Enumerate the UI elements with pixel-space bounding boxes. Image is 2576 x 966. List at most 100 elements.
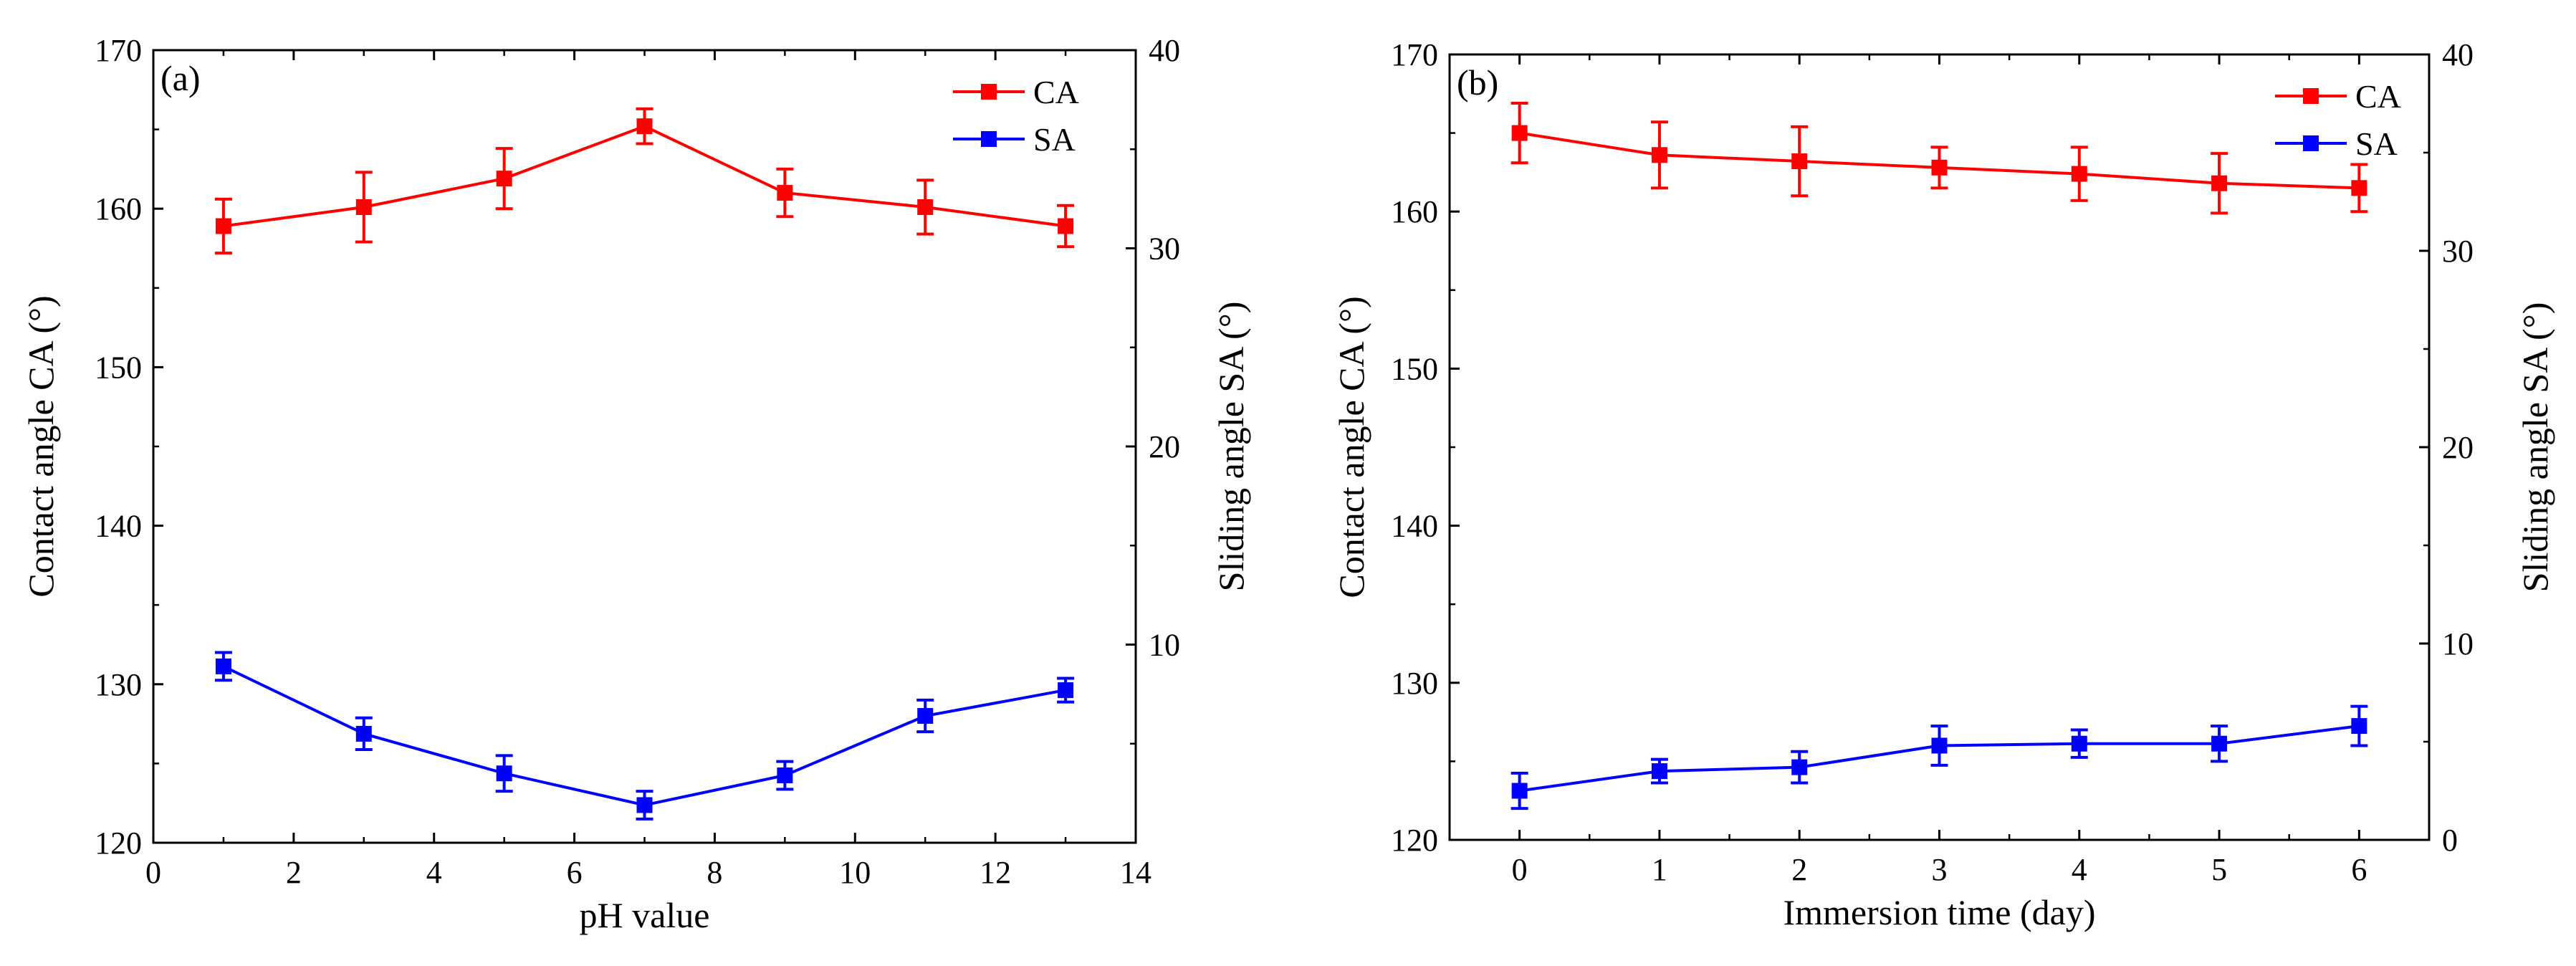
data-marker bbox=[1511, 783, 1528, 799]
data-point-sa bbox=[214, 651, 232, 682]
data-marker bbox=[1931, 159, 1948, 176]
data-point-sa bbox=[1650, 757, 1668, 785]
data-marker bbox=[1791, 153, 1808, 170]
data-marker bbox=[1058, 218, 1074, 234]
panel-label: (a) bbox=[161, 58, 201, 98]
y-right-tick-label: 30 bbox=[1149, 231, 1180, 267]
x-tick-label: 6 bbox=[567, 855, 583, 890]
y-left-tick-label: 150 bbox=[95, 350, 142, 385]
series-line-sa bbox=[223, 665, 1066, 807]
data-marker bbox=[496, 765, 512, 782]
data-point-sa bbox=[1057, 676, 1075, 704]
data-point-sa bbox=[1930, 724, 1948, 767]
y-right-tick-label: 20 bbox=[1149, 429, 1180, 464]
x-tick-label: 0 bbox=[145, 855, 161, 890]
data-point-ca bbox=[2211, 152, 2228, 215]
data-marker bbox=[917, 708, 934, 724]
data-point-ca bbox=[1650, 120, 1668, 190]
y-left-tick-label: 170 bbox=[95, 33, 142, 68]
legend-label-sa: SA bbox=[1033, 121, 1076, 158]
y-left-tick-label: 160 bbox=[95, 191, 142, 226]
x-tick-label: 6 bbox=[2351, 852, 2367, 887]
data-point-sa bbox=[916, 698, 934, 734]
data-marker bbox=[1651, 147, 1667, 163]
data-point-ca bbox=[214, 197, 232, 255]
data-marker bbox=[1058, 682, 1074, 699]
data-marker bbox=[355, 725, 372, 742]
legend-label-sa: SA bbox=[2355, 125, 2398, 162]
data-point-ca bbox=[636, 107, 653, 145]
data-point-sa bbox=[776, 760, 794, 791]
y-right-tick-label: 20 bbox=[2442, 430, 2474, 465]
x-tick-label: 2 bbox=[286, 855, 302, 890]
data-marker bbox=[2211, 175, 2228, 191]
data-marker bbox=[2071, 735, 2087, 752]
data-marker bbox=[1651, 763, 1667, 780]
y-right-tick-label: 30 bbox=[2442, 234, 2474, 269]
y-left-tick-label: 150 bbox=[1391, 351, 1438, 386]
data-marker bbox=[636, 118, 653, 135]
data-point-sa bbox=[2070, 728, 2088, 759]
y-left-axis-label: Contact angle CA (°) bbox=[21, 295, 61, 597]
y-left-tick-label: 130 bbox=[1391, 666, 1438, 701]
data-point-ca bbox=[1510, 101, 1528, 165]
y-left-tick-label: 120 bbox=[1391, 823, 1438, 858]
y-right-axis-label: Sliding angle SA (°) bbox=[2515, 302, 2555, 593]
y-right-tick-label: 40 bbox=[1149, 33, 1180, 68]
y-left-tick-label: 130 bbox=[95, 667, 142, 702]
panel-label: (b) bbox=[1457, 62, 1498, 102]
y-left-tick-label: 160 bbox=[1391, 194, 1438, 229]
data-point-ca bbox=[2350, 163, 2368, 214]
data-marker bbox=[355, 199, 372, 215]
data-point-ca bbox=[355, 171, 373, 244]
data-marker bbox=[1791, 759, 1808, 775]
data-marker bbox=[917, 199, 934, 215]
chart-b: 0 1 2 3 4 5 6 120 130 140 150 160 170 0 10 20 30 40 Immers… bbox=[1331, 37, 2555, 932]
x-tick-label: 4 bbox=[2072, 852, 2087, 887]
data-marker bbox=[496, 171, 512, 187]
data-point-ca bbox=[495, 147, 513, 211]
legend-label-ca: CA bbox=[1033, 74, 1079, 110]
data-point-sa bbox=[2350, 704, 2368, 747]
data-marker bbox=[777, 767, 793, 783]
data-point-sa bbox=[495, 754, 513, 793]
legend-marker-sa bbox=[981, 131, 997, 147]
y-left-tick-label: 120 bbox=[95, 826, 142, 861]
x-tick-label: 10 bbox=[839, 855, 871, 890]
data-marker bbox=[2351, 180, 2367, 196]
data-point-ca bbox=[1930, 145, 1948, 190]
y-right-tick-label: 10 bbox=[2442, 626, 2474, 661]
x-tick-label: 3 bbox=[1932, 852, 1948, 887]
data-point-ca bbox=[776, 167, 794, 219]
data-marker bbox=[1511, 125, 1528, 141]
data-point-sa bbox=[636, 790, 653, 821]
data-marker bbox=[777, 185, 793, 201]
data-point-ca bbox=[1791, 125, 1809, 198]
data-marker bbox=[636, 797, 653, 813]
legend-marker-ca bbox=[981, 84, 997, 100]
data-point-sa bbox=[1791, 750, 1809, 785]
data-point-ca bbox=[1057, 204, 1075, 249]
x-tick-label: 5 bbox=[2211, 852, 2227, 887]
legend-marker-sa bbox=[2303, 135, 2319, 151]
x-tick-label: 4 bbox=[426, 855, 442, 890]
data-marker bbox=[2351, 718, 2367, 735]
data-point-sa bbox=[1510, 771, 1528, 810]
chart-panel-b: 0 1 2 3 4 5 6 120 130 140 150 160 170 0 10 20 30 40 Immers… bbox=[1322, 0, 2576, 966]
y-right-tick-label: 0 bbox=[2442, 823, 2458, 858]
chart-a: 0 2 4 6 8 10 12 14 120 130 140 150 160 170 10 20 30 40 pH … bbox=[21, 33, 1251, 935]
y-left-tick-label: 140 bbox=[95, 509, 142, 544]
y-right-tick-label: 40 bbox=[2442, 37, 2474, 72]
data-point-ca bbox=[2070, 145, 2088, 202]
y-left-tick-label: 140 bbox=[1391, 509, 1438, 544]
data-point-sa bbox=[355, 716, 373, 752]
x-tick-label: 2 bbox=[1791, 852, 1807, 887]
y-right-axis-label: Sliding angle SA (°) bbox=[1211, 302, 1251, 592]
data-point-ca bbox=[916, 178, 934, 236]
data-marker bbox=[215, 218, 231, 234]
x-tick-label: 12 bbox=[980, 855, 1011, 890]
x-tick-label: 0 bbox=[1512, 852, 1528, 887]
x-tick-label: 1 bbox=[1652, 852, 1667, 887]
data-marker bbox=[2211, 735, 2228, 752]
x-tick-label: 14 bbox=[1120, 855, 1151, 890]
